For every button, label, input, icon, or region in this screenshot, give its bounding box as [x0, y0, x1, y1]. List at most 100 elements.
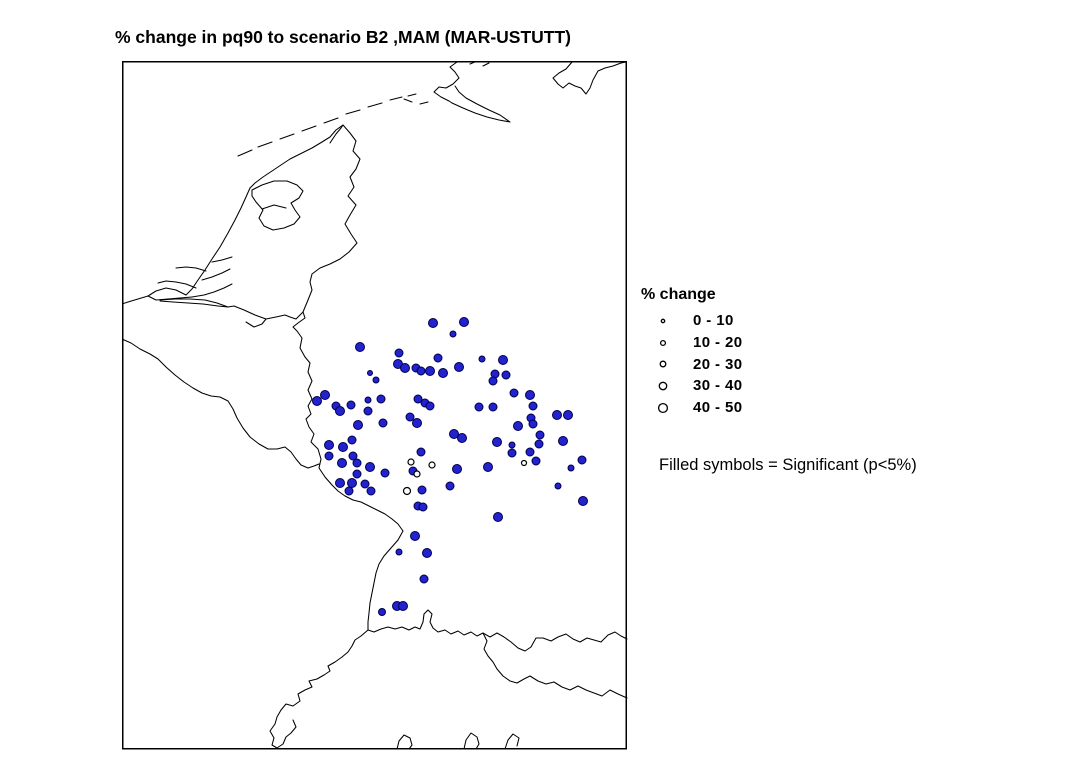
station-dot-significant: [488, 402, 498, 412]
station-dot-significant: [347, 478, 357, 488]
station-dot-significant: [507, 448, 517, 458]
legend-rows: 0 - 10 10 - 20 20 - 30 30 - 40 40 - 50: [641, 310, 743, 418]
station-dot-significant: [474, 402, 484, 412]
station-dot-significant: [335, 406, 345, 416]
station-dot-open: [520, 459, 528, 467]
station-dot-significant: [363, 406, 373, 416]
station-dot-open: [402, 486, 412, 496]
station-dot-significant: [348, 451, 358, 461]
station-dot-significant: [347, 435, 357, 445]
station-dot-significant: [395, 548, 403, 556]
station-dot-significant: [405, 412, 415, 422]
station-dot-significant: [578, 496, 588, 506]
station-dot-significant: [513, 421, 523, 431]
station-dot-open: [428, 461, 436, 469]
station-dot-significant: [380, 468, 390, 478]
station-dot-significant: [352, 469, 362, 479]
station-dot-significant: [410, 531, 420, 541]
station-dot-significant: [352, 458, 362, 468]
station-dot-significant: [438, 368, 448, 378]
station-dot-significant: [478, 355, 486, 363]
station-dot-significant: [457, 433, 467, 443]
station-dots: [312, 317, 588, 616]
legend-title: % change: [641, 286, 716, 303]
station-dot-significant: [577, 455, 587, 465]
station-dot-significant: [365, 462, 375, 472]
station-dot-significant: [452, 464, 462, 474]
station-dot-significant: [400, 363, 410, 373]
station-dot-significant: [416, 366, 426, 376]
legend-entry: 30 - 40: [641, 375, 743, 397]
station-dot-significant: [525, 390, 535, 400]
station-dot-significant: [360, 479, 370, 489]
station-dot-significant: [552, 410, 562, 420]
legend-entry: 40 - 50: [641, 397, 743, 419]
station-dot-significant: [563, 410, 573, 420]
station-dot-significant: [419, 574, 429, 584]
station-dot-significant: [531, 456, 541, 466]
legend-entry: 20 - 30: [641, 353, 743, 375]
station-dot-significant: [425, 401, 435, 411]
station-dot-significant: [454, 362, 464, 372]
station-dot-significant: [320, 390, 330, 400]
station-dot-significant: [534, 439, 544, 449]
station-dot-significant: [449, 330, 457, 338]
station-dot-significant: [416, 447, 426, 457]
station-dot-significant: [445, 481, 455, 491]
legend-entry-label: 0 - 10: [693, 312, 734, 330]
station-dot-significant: [483, 462, 493, 472]
station-dot-significant: [337, 458, 347, 468]
station-dot-significant: [398, 601, 408, 611]
legend-entry: 0 - 10: [641, 310, 743, 332]
station-dot-significant: [525, 447, 535, 457]
station-dot-significant: [492, 437, 502, 447]
station-dot-significant: [425, 366, 435, 376]
significance-note: Filled symbols = Significant (p<5%): [659, 456, 917, 474]
station-dot-significant: [498, 355, 508, 365]
station-dot-significant: [418, 502, 428, 512]
station-dot-significant: [346, 400, 356, 410]
legend-entry-label: 40 - 50: [693, 399, 743, 417]
station-dot-open: [407, 458, 415, 466]
station-dot-significant: [554, 482, 562, 490]
legend-entry-label: 10 - 20: [693, 334, 743, 352]
legend-circle-icon: [659, 360, 667, 368]
legend-entry-label: 20 - 30: [693, 355, 743, 373]
station-dot-significant: [364, 396, 372, 404]
station-dot-significant: [394, 348, 404, 358]
station-dot-significant: [567, 464, 575, 472]
station-dot-significant: [367, 370, 373, 376]
station-dot-significant: [428, 318, 438, 328]
station-dot-significant: [344, 486, 354, 496]
station-dot-significant: [355, 342, 365, 352]
station-dot-significant: [422, 548, 432, 558]
station-dot-significant: [535, 430, 545, 440]
station-dot-open: [413, 470, 421, 478]
station-dot-significant: [501, 370, 511, 380]
station-dot-significant: [372, 376, 380, 384]
station-dot-significant: [376, 394, 386, 404]
station-dot-significant: [324, 440, 334, 450]
station-dot-significant: [433, 353, 443, 363]
station-dot-significant: [366, 486, 376, 496]
station-dot-significant: [338, 442, 348, 452]
station-dot-significant: [509, 388, 519, 398]
legend-entry: 10 - 20: [641, 332, 743, 354]
station-dot-significant: [312, 396, 322, 406]
legend-circle-icon: [659, 339, 667, 346]
figure-title: % change in pq90 to scenario B2 ,MAM (MA…: [115, 27, 571, 47]
station-dot-significant: [412, 418, 422, 428]
station-dot-significant: [528, 419, 538, 429]
station-dot-significant: [528, 401, 538, 411]
station-dot-significant: [449, 429, 459, 439]
station-dot-significant: [378, 608, 386, 616]
station-dot-significant: [558, 436, 568, 446]
station-dot-significant: [459, 317, 469, 327]
station-dot-significant: [324, 451, 334, 461]
map-country-outlines: [122, 61, 628, 750]
station-dot-significant: [417, 485, 427, 495]
station-dot-significant: [413, 394, 423, 404]
map-frame: [122, 61, 627, 750]
station-dot-significant: [493, 512, 503, 522]
station-dot-significant: [488, 376, 498, 386]
